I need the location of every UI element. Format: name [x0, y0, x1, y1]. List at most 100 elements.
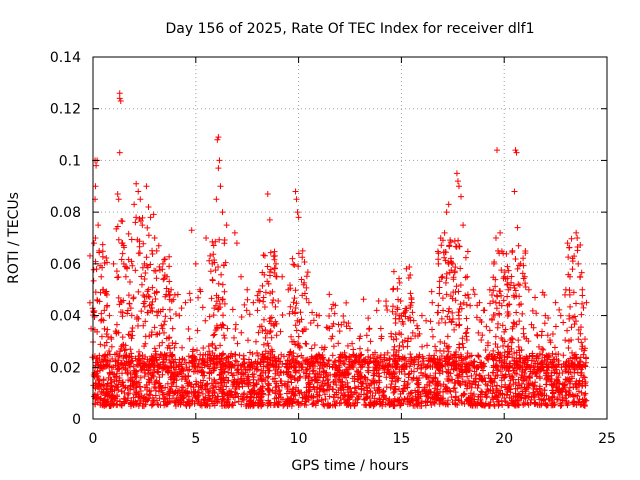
roti-point	[212, 345, 219, 352]
roti-point	[462, 274, 469, 281]
roti-point	[210, 332, 217, 339]
roti-point	[163, 363, 170, 370]
roti-point	[521, 273, 528, 280]
roti-point	[499, 336, 506, 343]
roti-point	[576, 377, 583, 384]
roti-point	[536, 363, 543, 370]
roti-point	[104, 392, 111, 399]
roti-point	[436, 397, 443, 404]
roti-point	[523, 385, 530, 392]
roti-point	[381, 392, 388, 399]
roti-point	[123, 264, 130, 271]
roti-point	[439, 273, 446, 280]
roti-point	[112, 362, 119, 369]
roti-point	[107, 386, 114, 393]
roti-point	[566, 315, 573, 322]
roti-point	[470, 362, 477, 369]
roti-point	[559, 396, 566, 403]
roti-point	[233, 367, 240, 374]
y-tick-label: 0.12	[50, 102, 81, 118]
roti-point	[93, 355, 100, 362]
roti-point	[160, 391, 167, 398]
roti-point	[481, 363, 488, 370]
roti-point	[137, 374, 144, 381]
roti-point	[141, 293, 148, 300]
roti-point	[206, 257, 213, 264]
roti-point	[230, 334, 237, 341]
roti-point	[130, 381, 137, 388]
roti-point	[345, 320, 352, 327]
roti-point	[442, 401, 449, 408]
roti-point	[559, 369, 566, 376]
roti-point	[255, 329, 262, 336]
roti-point	[501, 273, 508, 280]
roti-point	[144, 384, 151, 391]
roti-point	[551, 344, 558, 351]
roti-point	[509, 323, 516, 330]
roti-point	[341, 361, 348, 368]
roti-point	[400, 382, 407, 389]
roti-point	[404, 381, 411, 388]
roti-point	[222, 259, 229, 266]
roti-point	[246, 379, 253, 386]
roti-point	[520, 255, 527, 262]
roti-point	[170, 379, 177, 386]
roti-point	[186, 359, 193, 366]
roti-point	[305, 379, 312, 386]
roti-point	[328, 305, 335, 312]
roti-point	[412, 387, 419, 394]
roti-point	[445, 201, 452, 208]
roti-point	[250, 299, 257, 306]
roti-point	[332, 371, 339, 378]
roti-point	[223, 222, 230, 229]
roti-point	[250, 382, 257, 389]
roti-point	[446, 387, 453, 394]
roti-point	[305, 299, 312, 306]
roti-point	[498, 267, 505, 274]
roti-point	[149, 251, 156, 258]
roti-point	[254, 292, 261, 299]
roti-point	[90, 266, 97, 273]
roti-point	[482, 400, 489, 407]
roti-point	[403, 305, 410, 312]
roti-point	[493, 305, 500, 312]
roti-point	[166, 296, 173, 303]
roti-point	[460, 222, 467, 229]
roti-point	[89, 354, 96, 361]
roti-point	[432, 374, 439, 381]
roti-point	[354, 371, 361, 378]
roti-point	[327, 402, 334, 409]
roti-point	[219, 396, 226, 403]
roti-point	[410, 368, 417, 375]
roti-point	[136, 379, 143, 386]
roti-point	[99, 253, 106, 260]
roti-point	[286, 349, 293, 356]
roti-point	[148, 375, 155, 382]
roti-point	[162, 362, 169, 369]
roti-point	[571, 321, 578, 328]
roti-point	[194, 327, 201, 334]
roti-point	[226, 387, 233, 394]
roti-point	[541, 320, 548, 327]
roti-point	[494, 382, 501, 389]
roti-point	[352, 400, 359, 407]
roti-point	[152, 385, 159, 392]
roti-point	[233, 390, 240, 397]
roti-point	[265, 386, 272, 393]
roti-point	[145, 286, 152, 293]
roti-point	[224, 354, 231, 361]
roti-point	[106, 347, 113, 354]
roti-point	[194, 394, 201, 401]
roti-point	[126, 332, 133, 339]
roti-point	[568, 373, 575, 380]
roti-point	[271, 399, 278, 406]
roti-point	[416, 374, 423, 381]
roti-point	[264, 191, 271, 198]
roti-point	[400, 362, 407, 369]
roti-point	[394, 377, 401, 384]
roti-point	[108, 382, 115, 389]
roti-point	[149, 298, 156, 305]
roti-point	[207, 268, 214, 275]
roti-point	[366, 382, 373, 389]
